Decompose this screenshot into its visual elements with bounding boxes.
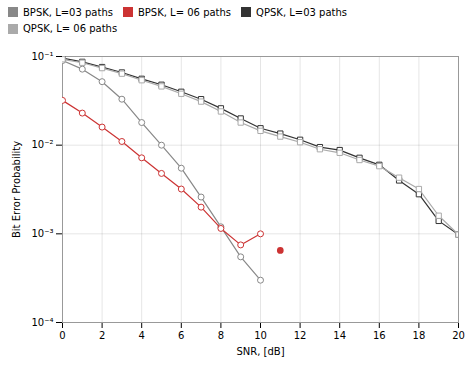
svg-text:Bit Error Probability: Bit Error Probability [11,141,22,238]
svg-text:4: 4 [139,330,145,341]
svg-text:10: 10 [254,330,267,341]
svg-text:18: 18 [413,330,426,341]
svg-text:12: 12 [294,330,307,341]
svg-text:20: 20 [452,330,465,341]
svg-text:10⁻³: 10⁻³ [31,228,53,239]
svg-text:2: 2 [99,330,105,341]
html-text:QPSK, L=03 paths: QPSK, L=03 paths [256,6,348,18]
html-text:BPSK, L=03 paths: BPSK, L=03 paths [23,6,113,18]
svg-text:8: 8 [218,330,224,341]
svg-text:6: 6 [178,330,184,341]
html-text:QPSK, L= 06 paths: QPSK, L= 06 paths [23,23,118,35]
html-text:BPSK, L= 06 paths: BPSK, L= 06 paths [138,6,232,18]
svg-text:16: 16 [373,330,386,341]
svg-text:10⁻¹: 10⁻¹ [31,51,53,62]
svg-text:SNR, [dB]: SNR, [dB] [236,346,284,357]
svg-text:10⁻⁴: 10⁻⁴ [31,317,53,328]
svg-text:14: 14 [333,330,346,341]
svg-text:10⁻²: 10⁻² [31,139,53,150]
svg-text:0: 0 [59,330,65,341]
